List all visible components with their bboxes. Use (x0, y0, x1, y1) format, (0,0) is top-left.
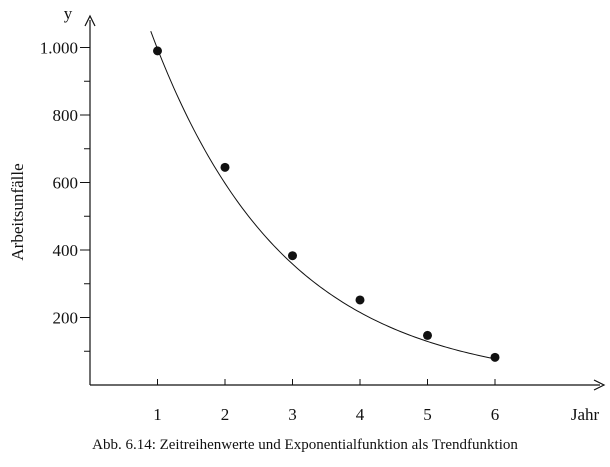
y-axis-symbol: y (64, 4, 73, 23)
x-tick-label: 2 (221, 405, 230, 424)
x-ticks: 1 2 3 4 5 6 (153, 379, 499, 424)
y-axis-title: Arbeitsunfälle (8, 163, 27, 260)
x-tick-label: 1 (153, 405, 162, 424)
y-minor-ticks (84, 80, 90, 352)
y-tick-label: 1.000 (40, 39, 78, 58)
chart: 200 400 600 800 1.000 1 2 3 4 5 6 y Jahr Arbeitsu… (8, 4, 606, 424)
data-points (153, 46, 500, 362)
x-axis-title: Jahr (571, 405, 600, 424)
data-point (423, 330, 432, 340)
data-point (288, 251, 297, 261)
y-tick-label: 400 (53, 241, 79, 260)
x-tick-label: 4 (356, 405, 365, 424)
y-tick-label: 800 (53, 106, 79, 125)
figure-caption: Abb. 6.14: Zeitreihenwerte und Exponenti… (92, 437, 518, 453)
trend-curve (150, 31, 496, 360)
x-tick-label: 3 (288, 405, 297, 424)
y-tick-label: 200 (53, 309, 79, 328)
data-point (490, 352, 500, 362)
x-axis-arrow (593, 379, 606, 391)
data-point (355, 295, 365, 305)
x-tick-label: 6 (491, 405, 500, 424)
data-point (153, 46, 162, 56)
data-point (220, 162, 230, 172)
y-axis-arrow (84, 14, 96, 27)
y-tick-label: 600 (53, 174, 79, 193)
y-major-ticks: 200 400 600 800 1.000 (40, 39, 90, 328)
x-tick-label: 5 (423, 405, 432, 424)
